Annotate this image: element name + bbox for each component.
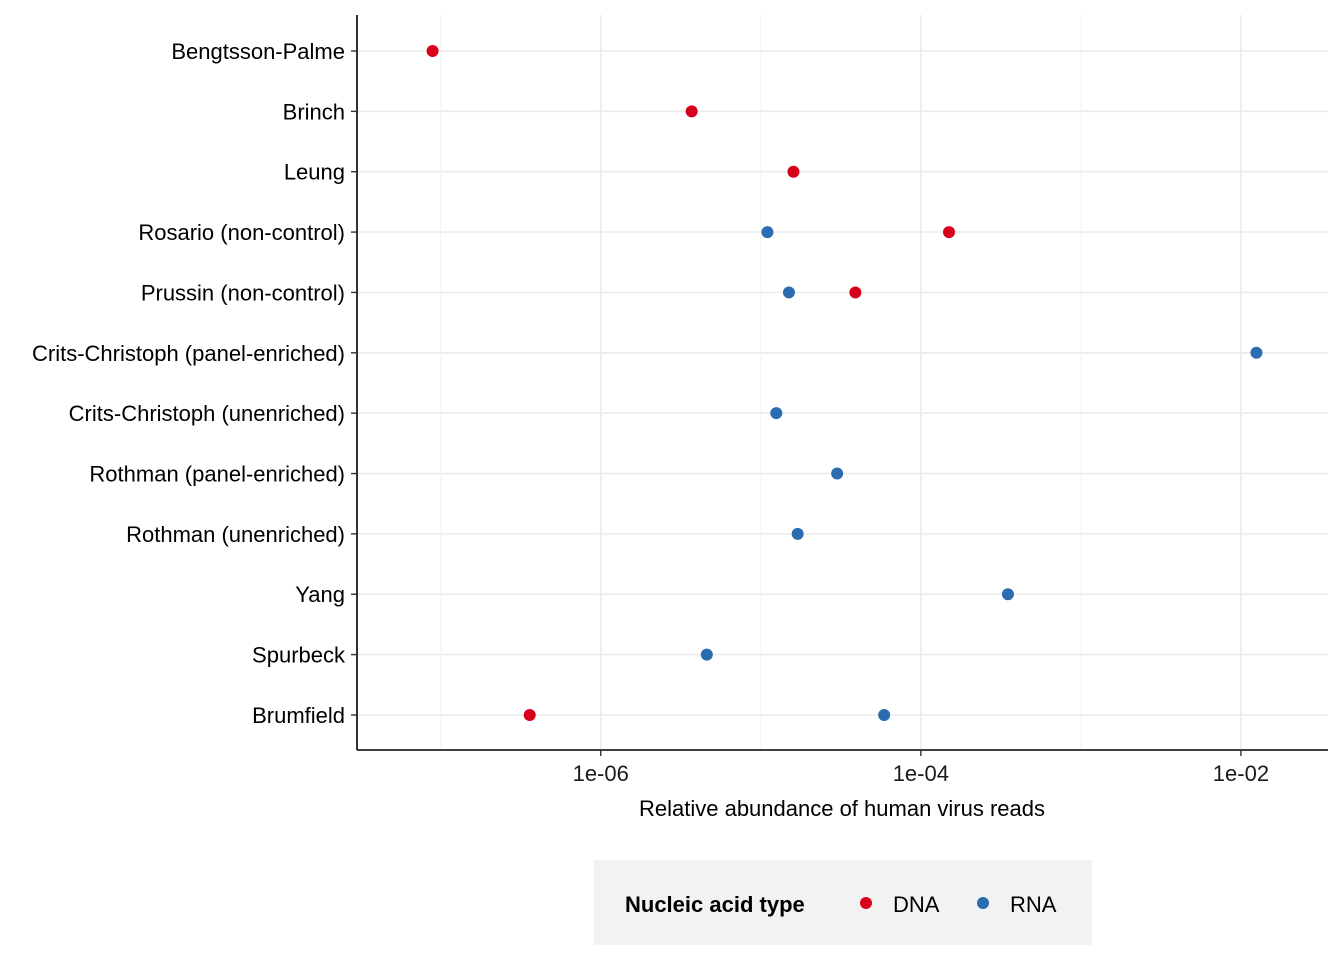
point-dna: [523, 708, 536, 721]
y-tick-labels: Bengtsson-Palme Brinch Leung Rosario (non-c…: [32, 39, 357, 728]
y-tick-label: Spurbeck: [252, 643, 346, 668]
point-dna: [426, 45, 439, 57]
legend: Nucleic acid type DNA RNA: [594, 860, 1092, 945]
grid: [357, 15, 1328, 750]
x-tick-label: 1e-02: [1213, 761, 1269, 786]
y-tick-label: Leung: [284, 160, 345, 185]
x-axis-title: Relative abundance of human virus reads: [639, 796, 1045, 821]
legend-items: DNA RNA: [860, 892, 1057, 917]
point-rna: [791, 527, 804, 540]
y-tick-label: Brumfield: [252, 703, 345, 728]
legend-background: [594, 860, 1092, 945]
point-rna: [770, 407, 783, 420]
y-tick-label: Crits-Christoph (panel-enriched): [32, 341, 345, 366]
legend-label-dna: DNA: [893, 892, 940, 917]
point-rna: [782, 286, 795, 299]
legend-key-rna: [977, 897, 989, 909]
data-points: [426, 45, 1263, 721]
point-dna: [849, 286, 862, 299]
point-dna: [685, 105, 698, 118]
x-tick-label: 1e-06: [573, 761, 629, 786]
point-rna: [700, 648, 713, 661]
x-tick-labels: 1e-06 1e-04 1e-02: [573, 750, 1269, 786]
y-tick-label: Brinch: [283, 99, 345, 124]
point-rna: [1250, 346, 1263, 359]
point-rna: [761, 226, 774, 239]
y-tick-label: Bengtsson-Palme: [171, 39, 345, 64]
legend-label-rna: RNA: [1010, 892, 1057, 917]
point-dna: [943, 226, 956, 239]
point-rna: [878, 708, 891, 721]
point-dna: [787, 165, 800, 178]
y-tick-label: Yang: [295, 582, 345, 607]
legend-title: Nucleic acid type: [625, 892, 805, 917]
legend-key-dna: [860, 897, 872, 909]
y-tick-label: Rothman (unenriched): [126, 522, 345, 547]
y-tick-label: Prussin (non-control): [141, 280, 345, 305]
y-tick-label: Rothman (panel-enriched): [89, 462, 345, 487]
axes: [356, 15, 1328, 751]
point-rna: [831, 467, 844, 480]
y-tick-label: Crits-Christoph (unenriched): [69, 401, 345, 426]
y-tick-label: Rosario (non-control): [138, 220, 345, 245]
x-tick-label: 1e-04: [893, 761, 949, 786]
point-rna: [1001, 588, 1014, 601]
